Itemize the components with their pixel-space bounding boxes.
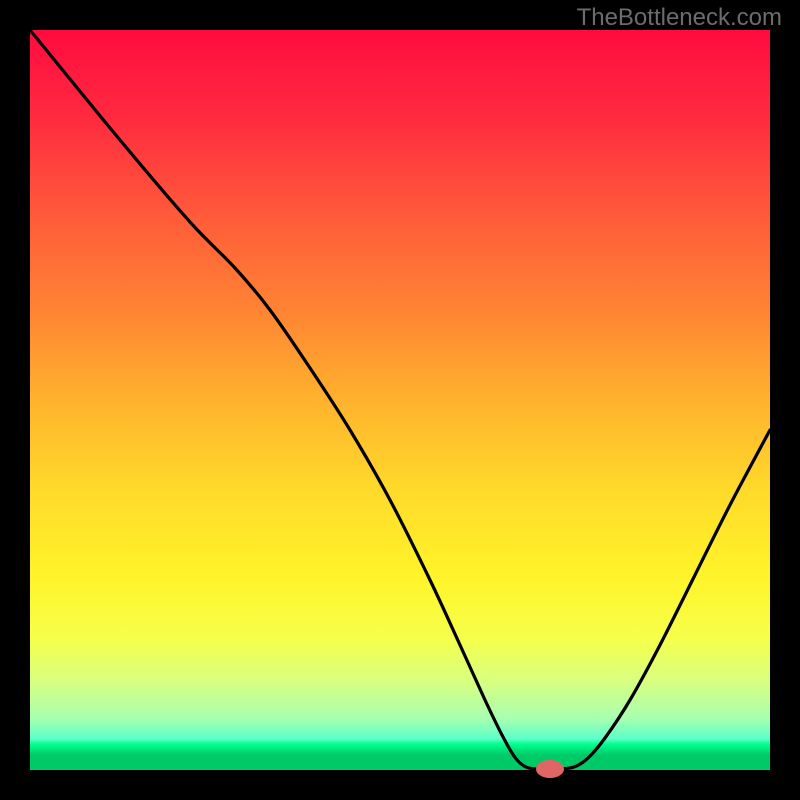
- watermark-text: TheBottleneck.com: [577, 4, 782, 32]
- chart-container: TheBottleneck.com: [0, 0, 800, 800]
- plot-background: [30, 30, 770, 770]
- min-marker: [536, 760, 564, 778]
- bottleneck-chart: [0, 0, 800, 800]
